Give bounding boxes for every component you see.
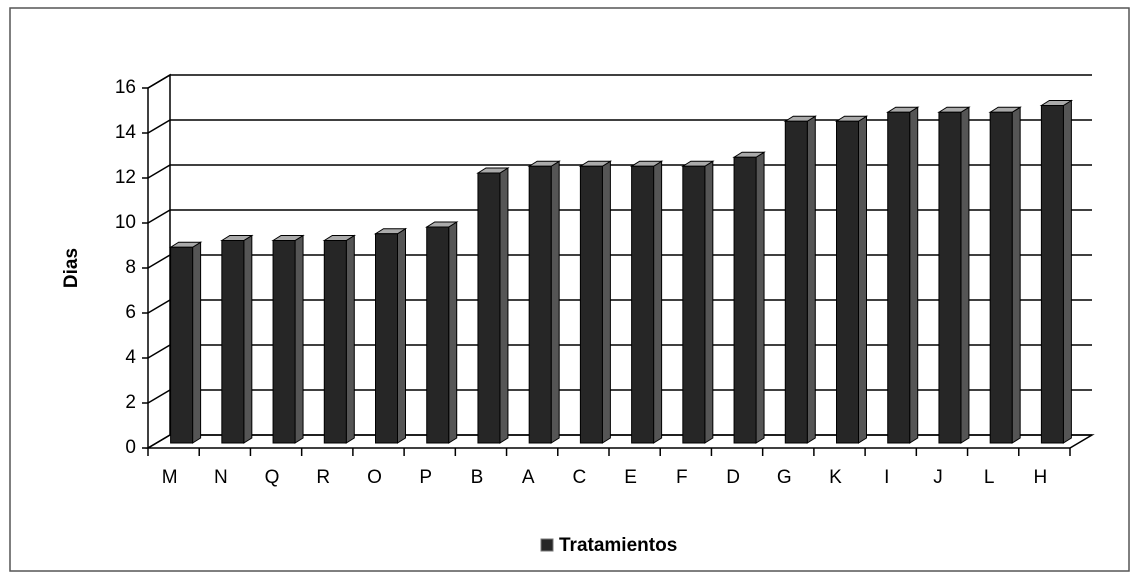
x-tick-label: K (829, 467, 842, 488)
bar-front (682, 165, 706, 444)
y-tick-label: 14 (115, 122, 137, 143)
x-tick-label: D (726, 467, 740, 488)
x-tick-label: O (367, 467, 382, 488)
bar-side (909, 106, 919, 444)
bar-side (192, 241, 202, 444)
legend-swatch (540, 538, 554, 552)
bar-front (733, 156, 757, 444)
y-axis-label: Dias (61, 248, 82, 288)
bar-front (579, 165, 603, 444)
bar (681, 160, 715, 444)
bar (783, 115, 818, 444)
bar (322, 234, 357, 444)
bar (527, 160, 561, 444)
bar-side (755, 151, 765, 444)
bar-side (448, 221, 458, 444)
x-tick-label: I (884, 467, 889, 488)
grid-line (147, 389, 1092, 404)
bar (271, 234, 305, 444)
bar (834, 115, 869, 444)
bar-front (221, 240, 245, 444)
bar-side (243, 234, 253, 444)
bar-front (1040, 105, 1064, 444)
bar-side (294, 234, 304, 444)
bar-front (938, 111, 962, 444)
bar (373, 227, 408, 444)
bar-side (806, 115, 816, 444)
grid-line (147, 164, 1092, 179)
chart-border (9, 7, 1130, 572)
x-tick-label: P (419, 467, 432, 488)
x-tick-label: Q (265, 467, 280, 488)
bar-side (550, 160, 560, 444)
grid-line (147, 254, 1092, 269)
bar-front (272, 240, 296, 444)
bar (220, 234, 254, 444)
bar-front (784, 120, 808, 444)
bar-side (704, 160, 714, 444)
bar (1039, 99, 1074, 444)
bar (885, 106, 920, 444)
x-tick-label: F (676, 467, 688, 488)
y-tick-label: 8 (125, 257, 136, 278)
bar-side (1011, 106, 1021, 444)
bar-front (631, 165, 655, 444)
bar-side (960, 106, 970, 444)
x-tick-label: H (1034, 467, 1048, 488)
bar-front (989, 111, 1013, 444)
bar-front (323, 240, 347, 444)
y-tick-label: 4 (125, 347, 136, 368)
grid-line (147, 434, 1092, 449)
bar-front (170, 246, 194, 444)
x-tick-label: C (573, 467, 587, 488)
x-tick-label: J (933, 467, 943, 488)
bar-front (375, 233, 398, 444)
bar (578, 160, 613, 444)
bar-side (653, 160, 663, 444)
bar-front (887, 111, 911, 444)
bar-side (1062, 99, 1072, 444)
y-tick-label: 6 (125, 302, 136, 323)
x-tick-label: N (214, 467, 228, 488)
x-tick-label: G (777, 467, 792, 488)
x-tick-label: M (162, 467, 178, 488)
grid-line (147, 119, 1092, 134)
y-tick-label: 16 (115, 77, 136, 98)
bar-front (528, 165, 552, 444)
bar-front (426, 226, 450, 444)
y-tick-label: 0 (125, 437, 136, 458)
bar-front (836, 120, 859, 444)
y-tick-label: 2 (125, 392, 136, 413)
bar-side (345, 234, 355, 444)
x-tick-label: B (471, 467, 484, 488)
y-tick-label: 12 (115, 167, 136, 188)
bar (732, 151, 766, 444)
bar-side (858, 115, 867, 444)
bar (168, 241, 203, 444)
legend-label: Tratamientos (559, 535, 677, 556)
bar-side (499, 167, 509, 444)
bar-front (477, 172, 501, 444)
grid-line (147, 344, 1092, 359)
x-tick-label: R (316, 467, 330, 488)
grid-line (147, 209, 1092, 224)
bar (476, 167, 510, 444)
x-tick-label: L (984, 467, 995, 488)
bar (424, 221, 459, 444)
bar (988, 106, 1022, 444)
grid-line (147, 299, 1092, 314)
bar-side (601, 160, 611, 444)
bar (629, 160, 664, 444)
y-tick-label: 10 (115, 212, 136, 233)
x-tick-label: A (522, 467, 535, 488)
grid-line (147, 74, 1092, 89)
bar (937, 106, 971, 444)
x-tick-label: E (624, 467, 637, 488)
bar-side (397, 227, 406, 444)
